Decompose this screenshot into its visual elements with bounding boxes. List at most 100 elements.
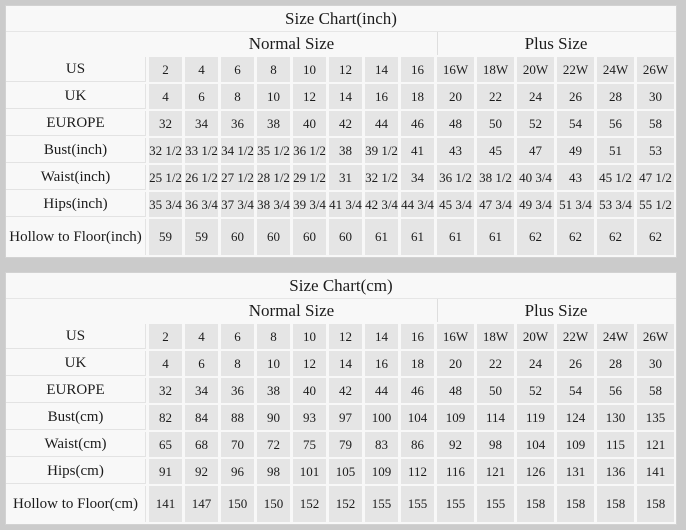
- size-cell: 152: [293, 486, 326, 522]
- size-cell: 42: [329, 378, 362, 403]
- size-cell: 24: [517, 351, 554, 376]
- size-cell: 54: [557, 111, 594, 136]
- size-cell: 4: [149, 84, 182, 109]
- size-cell: 60: [221, 219, 254, 255]
- size-cell: 104: [517, 432, 554, 457]
- size-cell: 26: [557, 351, 594, 376]
- table-body: US 2 4 6 8 10 12 14 16 16W 18W 20W 22W 24W 26W UK 4 6 8 10 1…: [6, 324, 676, 524]
- group-header-plus-size: Plus Size: [437, 32, 674, 55]
- size-cell: 98: [477, 432, 514, 457]
- size-cell: 61: [477, 219, 514, 255]
- size-cell: 52: [517, 378, 554, 403]
- table-title-inch: Size Chart(inch): [6, 6, 676, 32]
- size-cell: 112: [401, 459, 434, 484]
- group-header-normal-size: Normal Size: [248, 301, 335, 320]
- size-cell: 47 1/2: [637, 165, 674, 190]
- size-cell: 55 1/2: [637, 192, 674, 217]
- size-cell: 14: [365, 324, 398, 349]
- size-cell: 34: [401, 165, 434, 190]
- size-cell: 46: [401, 378, 434, 403]
- size-cell: 26W: [637, 324, 674, 349]
- table-title-cm: Size Chart(cm): [6, 273, 676, 299]
- size-cell: 150: [221, 486, 254, 522]
- size-cell: 62: [637, 219, 674, 255]
- size-cell: 8: [221, 351, 254, 376]
- size-cell: 60: [257, 219, 290, 255]
- size-cell: 48: [437, 378, 474, 403]
- size-cell: 47: [517, 138, 554, 163]
- size-cell: 60: [329, 219, 362, 255]
- size-cell: 68: [185, 432, 218, 457]
- size-cell: 130: [597, 405, 634, 430]
- size-cell: 79: [329, 432, 362, 457]
- size-cell: 18W: [477, 57, 514, 82]
- size-cell: 36 3/4: [185, 192, 218, 217]
- size-cell: 38: [257, 111, 290, 136]
- size-cell: 75: [293, 432, 326, 457]
- table-row: Hollow to Floor(cm) 141 147 150 150 152 152 155…: [6, 486, 676, 522]
- size-cell: 12: [293, 351, 326, 376]
- size-cell: 16W: [437, 324, 474, 349]
- size-cell: 40: [293, 111, 326, 136]
- size-cell: 70: [221, 432, 254, 457]
- size-cell: 119: [517, 405, 554, 430]
- size-cell: 45: [477, 138, 514, 163]
- row-label: Bust(inch): [6, 138, 146, 163]
- size-cell: 141: [637, 459, 674, 484]
- table-row: Hips(inch) 35 3/4 36 3/4 37 3/4 38 3/4 39 3/4…: [6, 192, 676, 217]
- size-cell: 51: [597, 138, 634, 163]
- size-cell: 158: [597, 486, 634, 522]
- size-cell: 60: [293, 219, 326, 255]
- size-cell: 61: [365, 219, 398, 255]
- size-cell: 35 1/2: [257, 138, 290, 163]
- size-cell: 14: [365, 57, 398, 82]
- size-cell: 12: [329, 324, 362, 349]
- size-cell: 54: [557, 378, 594, 403]
- size-cell: 40 3/4: [517, 165, 554, 190]
- size-cell: 109: [437, 405, 474, 430]
- size-cell: 31: [329, 165, 362, 190]
- size-cell: 92: [185, 459, 218, 484]
- size-cell: 155: [365, 486, 398, 522]
- size-cell: 26W: [637, 57, 674, 82]
- size-cell: 6: [221, 57, 254, 82]
- size-cell: 98: [257, 459, 290, 484]
- size-cell: 62: [597, 219, 634, 255]
- size-cell: 2: [149, 324, 182, 349]
- size-cell: 16: [365, 84, 398, 109]
- size-cell: 36 1/2: [437, 165, 474, 190]
- size-cell: 41 3/4: [329, 192, 362, 217]
- size-cell: 32 1/2: [149, 138, 182, 163]
- size-cell: 20W: [517, 57, 554, 82]
- group-header-normal-size: Normal Size: [248, 34, 335, 53]
- size-chart-inch-table: Size Chart(inch) Normal Size Plus Size U…: [5, 5, 677, 258]
- size-cell: 29 1/2: [293, 165, 326, 190]
- size-cell: 36: [221, 111, 254, 136]
- size-cell: 12: [293, 84, 326, 109]
- size-cell: 33 1/2: [185, 138, 218, 163]
- size-cell: 152: [329, 486, 362, 522]
- table-row: Bust(cm) 82 84 88 90 93 97 100 104 109 114 119 124 13…: [6, 405, 676, 430]
- size-cell: 20: [437, 84, 474, 109]
- size-cell: 136: [597, 459, 634, 484]
- size-cell: 2: [149, 57, 182, 82]
- size-cell: 131: [557, 459, 594, 484]
- row-label: Bust(cm): [6, 405, 146, 430]
- size-cell: 10: [257, 84, 290, 109]
- size-cell: 150: [257, 486, 290, 522]
- size-cell: 6: [185, 84, 218, 109]
- size-cell: 14: [329, 351, 362, 376]
- size-cell: 72: [257, 432, 290, 457]
- size-cell: 41: [401, 138, 434, 163]
- size-cell: 56: [597, 378, 634, 403]
- size-cell: 115: [597, 432, 634, 457]
- size-cell: 116: [437, 459, 474, 484]
- size-cell: 93: [293, 405, 326, 430]
- size-cell: 135: [637, 405, 674, 430]
- group-header-plus-size: Plus Size: [437, 299, 674, 322]
- size-cell: 12: [329, 57, 362, 82]
- size-cell: 44: [365, 111, 398, 136]
- size-cell: 38 1/2: [477, 165, 514, 190]
- size-cell: 6: [221, 324, 254, 349]
- size-cell: 52: [517, 111, 554, 136]
